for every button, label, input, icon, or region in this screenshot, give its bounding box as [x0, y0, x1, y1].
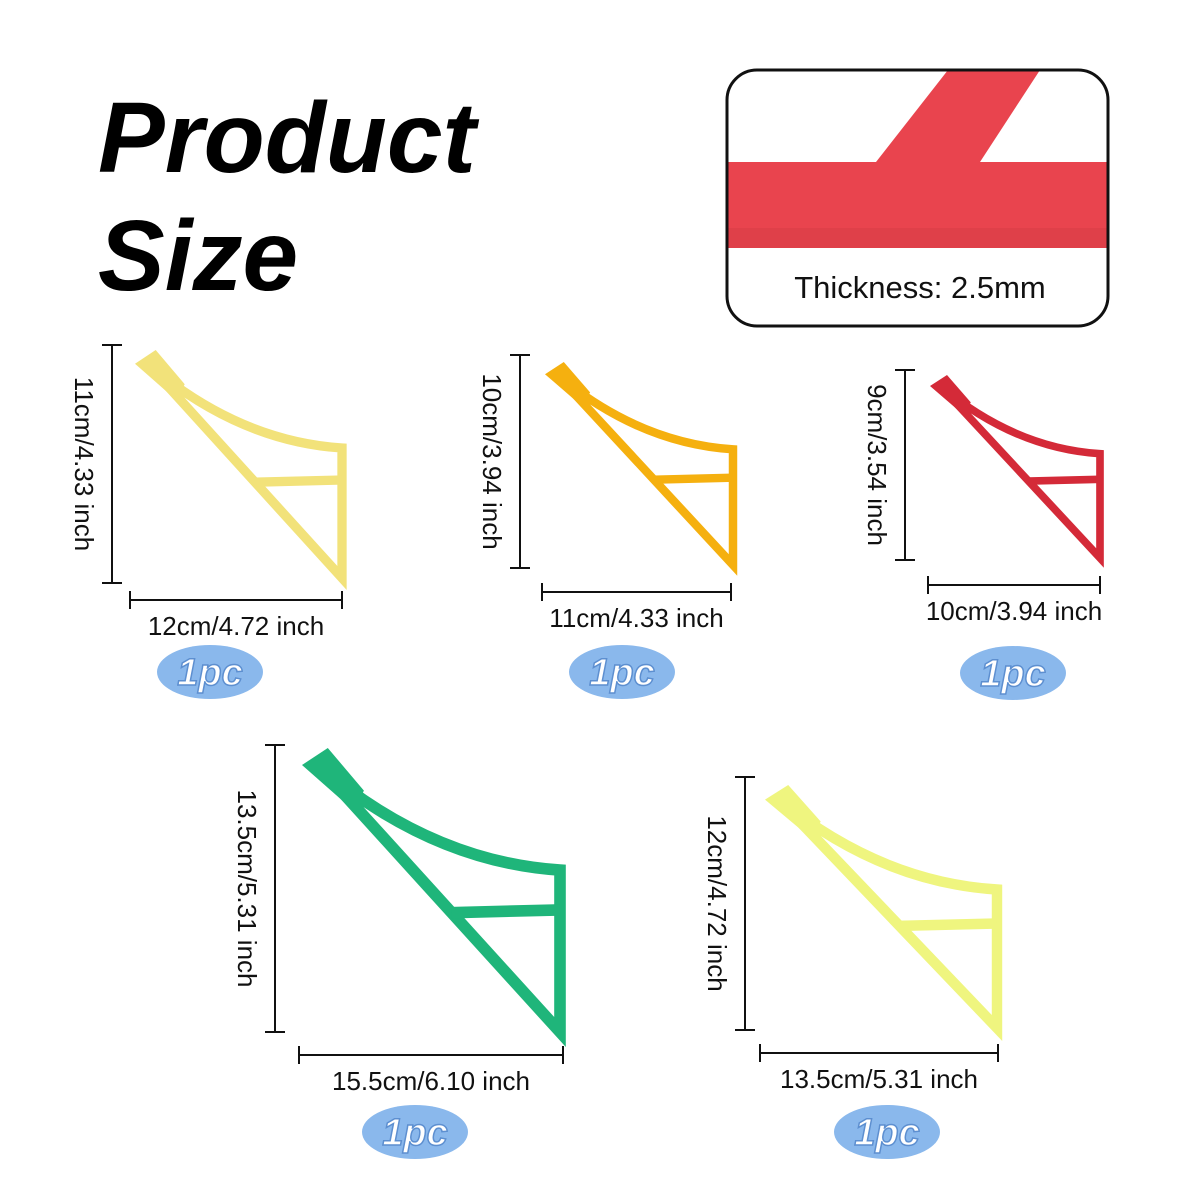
bracket [302, 748, 566, 1048]
quantity-pill [157, 645, 263, 699]
dimension-line [895, 369, 915, 561]
width-label: 11cm/4.33 inch [549, 603, 723, 633]
quantity-pill [569, 645, 675, 699]
bracket-bar [451, 904, 561, 919]
bracket-tab [135, 350, 185, 401]
bracket [135, 350, 347, 591]
bracket [545, 362, 738, 576]
dimension-line [735, 776, 755, 1031]
bracket [930, 375, 1104, 568]
dimension-line [510, 354, 530, 569]
thickness-box: Thickness: 2.5mm [725, 68, 1110, 328]
bracket [765, 785, 1003, 1042]
quantity-label: 1pc [854, 1112, 919, 1154]
quantity-pill [960, 646, 1066, 700]
quantity-label: 1pc [980, 653, 1045, 695]
width-label: 15.5cm/6.10 inch [332, 1066, 530, 1096]
height-label: 10cm/3.94 inch [477, 373, 507, 549]
bracket-tab [765, 785, 821, 839]
quantity-label: 1pc [177, 652, 242, 694]
dimension-line [927, 576, 1101, 594]
dimension-line [298, 1046, 564, 1064]
quantity-label: 1pc [589, 652, 654, 694]
height-label: 13.5cm/5.31 inch [232, 789, 262, 987]
quantity-pill [362, 1105, 468, 1159]
dimension-line [759, 1044, 999, 1062]
width-label: 12cm/4.72 inch [148, 611, 324, 641]
bracket-bar [1028, 475, 1101, 485]
dimension-line [541, 583, 732, 601]
bracket-tab [302, 748, 364, 811]
width-label: 10cm/3.94 inch [926, 596, 1102, 626]
bracket-bar [653, 473, 734, 484]
height-label: 12cm/4.72 inch [702, 815, 732, 991]
quantity-label: 1pc [382, 1112, 447, 1154]
quantity-pill [834, 1105, 940, 1159]
thickness-label: Thickness: 2.5mm [794, 270, 1046, 305]
width-label: 13.5cm/5.31 inch [780, 1064, 978, 1094]
height-label: 11cm/4.33 inch [69, 377, 99, 551]
dimension-line [129, 591, 343, 609]
dimension-line [102, 344, 122, 584]
bracket-tab [545, 362, 591, 407]
bracket-bar [254, 475, 343, 487]
height-label: 9cm/3.54 inch [862, 384, 892, 546]
bracket-bar [899, 918, 998, 932]
dimension-line [265, 744, 285, 1033]
title-line: Size [98, 200, 298, 312]
bracket-tab [930, 375, 971, 416]
title-line: Product [98, 82, 479, 194]
